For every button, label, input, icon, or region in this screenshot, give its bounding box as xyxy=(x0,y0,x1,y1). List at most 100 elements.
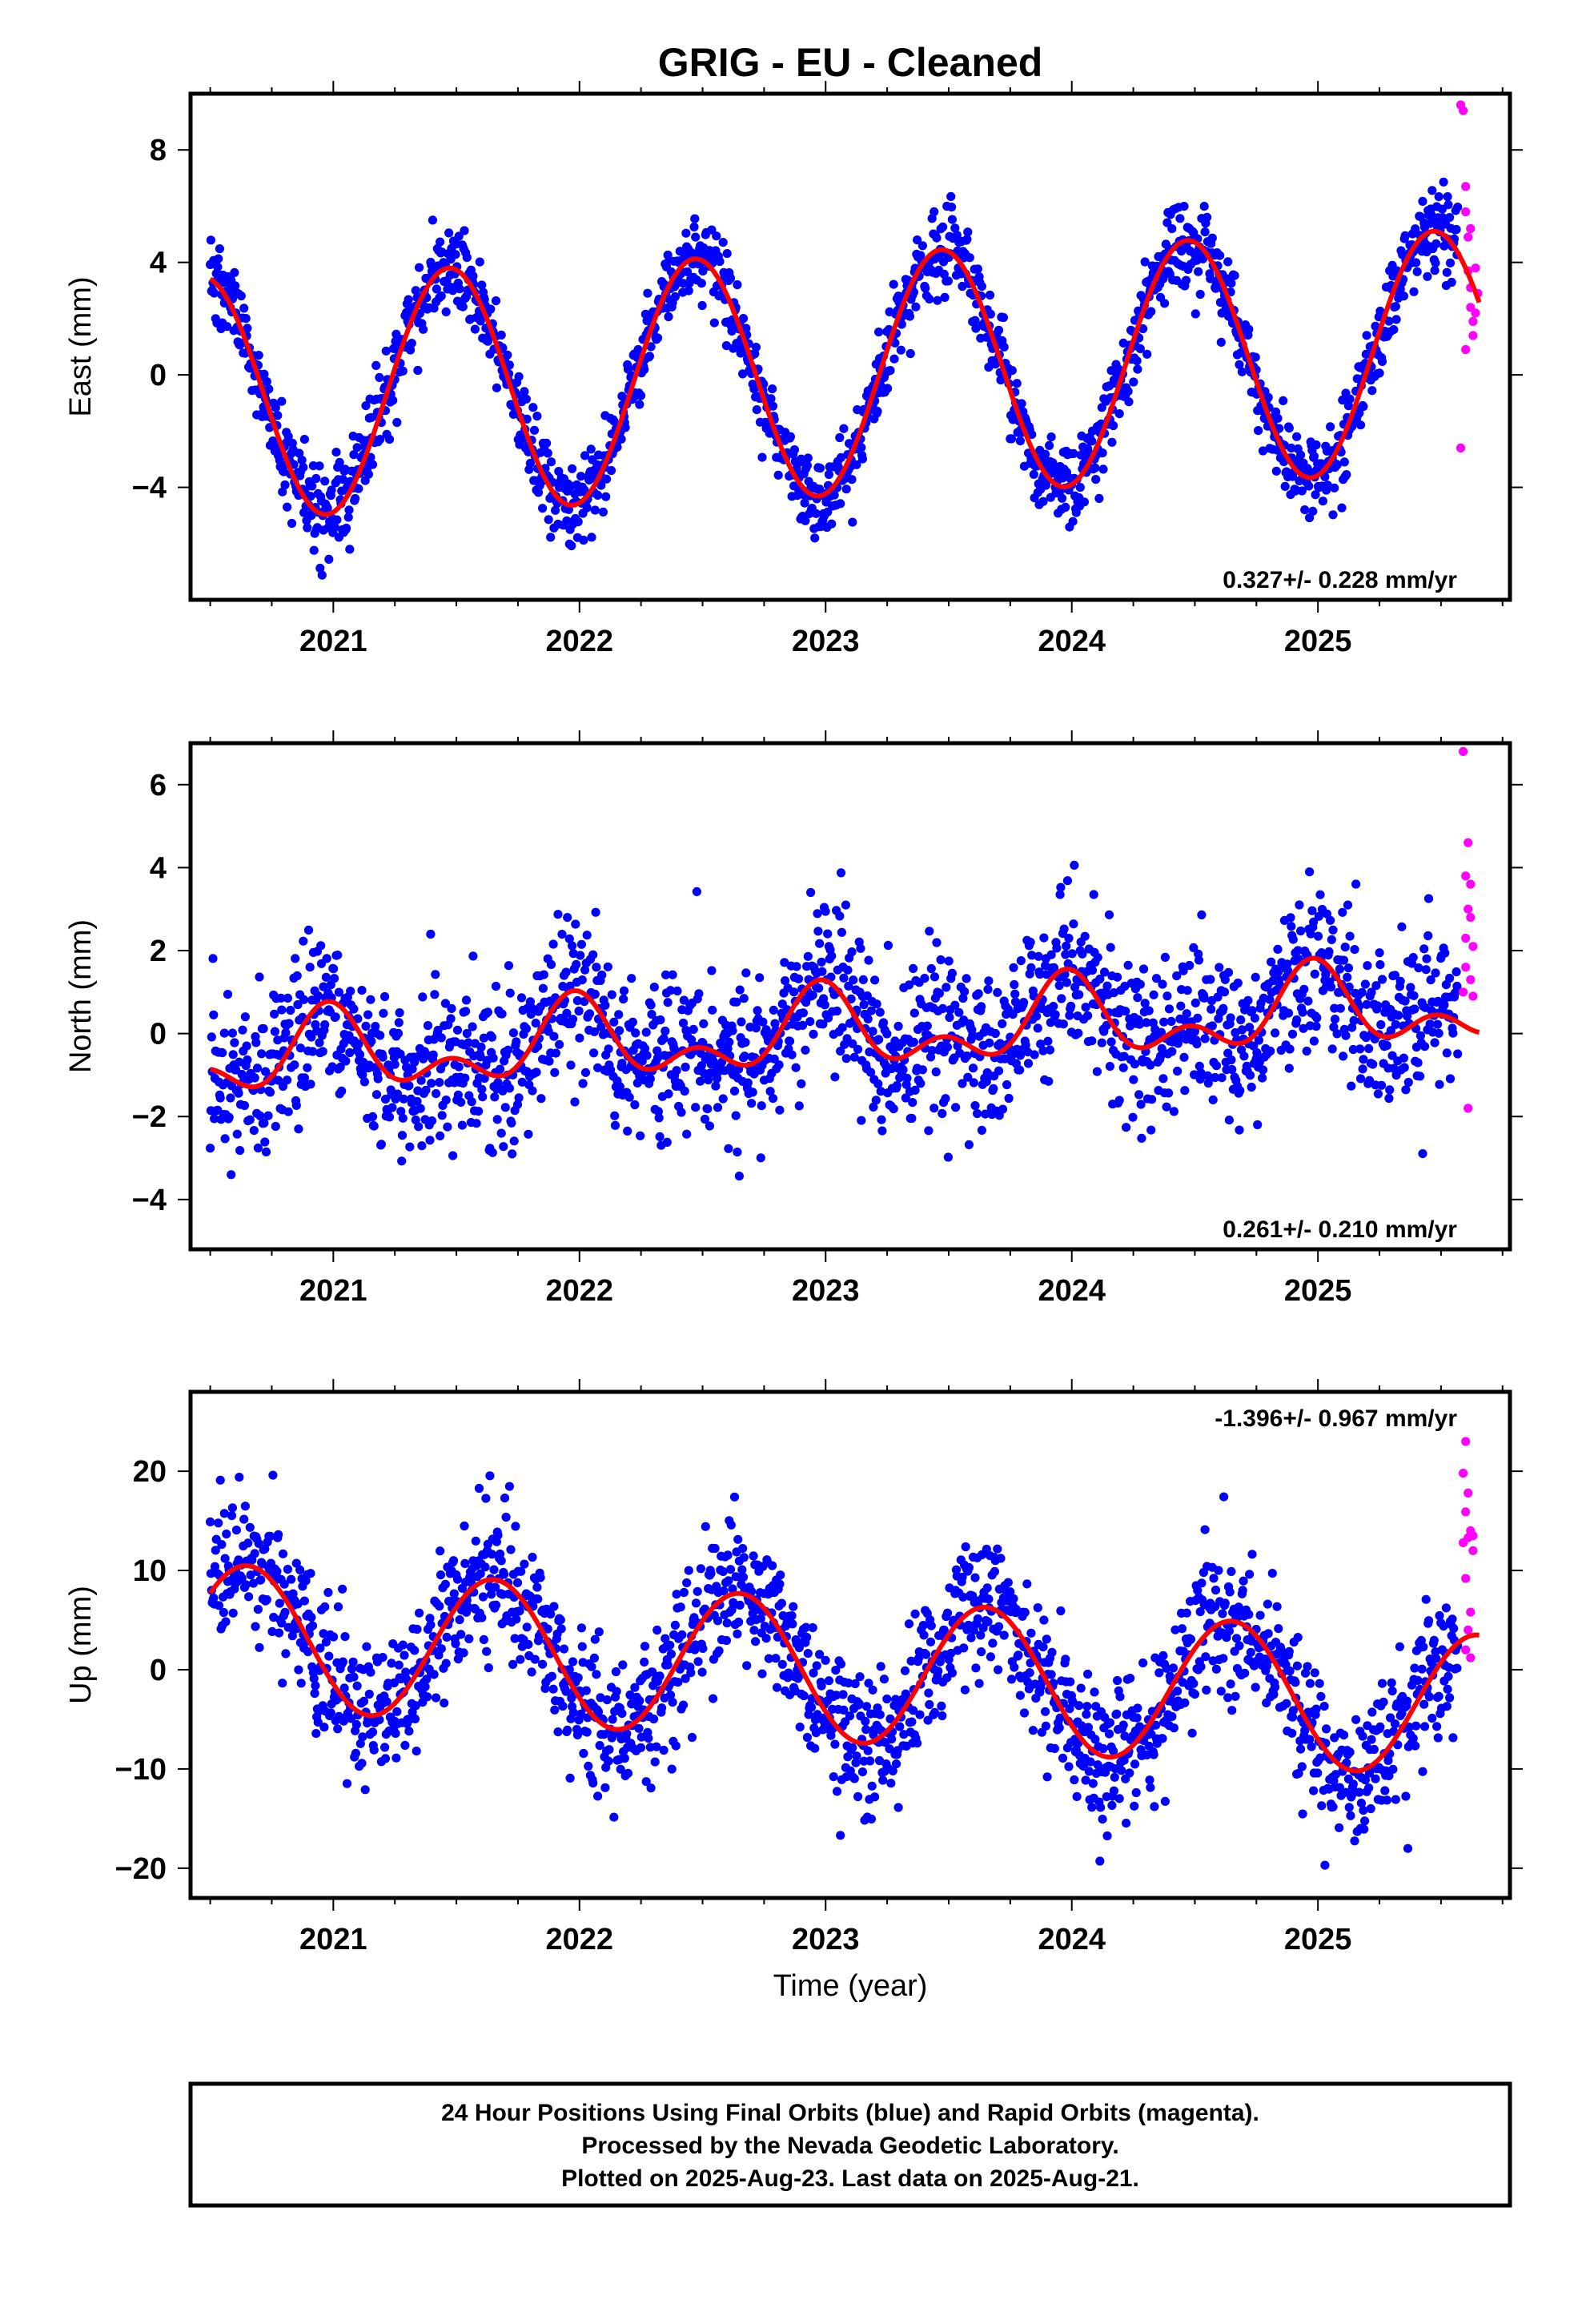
final-orbit-point xyxy=(652,1053,663,1063)
final-orbit-point xyxy=(644,352,655,361)
rapid-orbit-point xyxy=(1461,182,1471,191)
final-orbit-point xyxy=(524,1129,533,1139)
final-orbit-point xyxy=(930,207,939,216)
final-orbit-point xyxy=(1399,1063,1409,1072)
final-orbit-point xyxy=(1206,274,1215,283)
final-orbit-point xyxy=(774,1060,784,1070)
final-orbit-point xyxy=(261,1067,271,1076)
final-orbit-point xyxy=(1406,983,1415,992)
final-orbit-point xyxy=(1004,1093,1014,1104)
final-orbit-point xyxy=(927,214,937,223)
final-orbit-point xyxy=(1182,1009,1191,1019)
rapid-orbit-point xyxy=(1468,991,1478,1001)
final-orbit-point xyxy=(836,499,845,509)
final-orbit-point xyxy=(982,332,991,342)
final-orbit-point xyxy=(516,993,527,1003)
final-orbit-point xyxy=(841,1054,851,1063)
final-orbit-point xyxy=(393,1028,404,1038)
final-orbit-point xyxy=(1389,325,1399,335)
final-orbit-point xyxy=(829,490,839,500)
final-orbit-point xyxy=(1408,953,1418,963)
final-orbit-point xyxy=(803,453,813,463)
final-orbit-point xyxy=(1371,321,1380,331)
final-orbit-point xyxy=(1182,986,1192,995)
final-orbit-point xyxy=(820,1000,829,1010)
final-orbit-point xyxy=(619,994,628,1004)
final-orbit-point xyxy=(241,1580,251,1590)
final-orbit-point xyxy=(596,1022,606,1031)
final-orbit-point xyxy=(1215,251,1225,260)
final-orbit-point xyxy=(863,1746,873,1755)
final-orbit-point xyxy=(348,1657,358,1667)
final-orbit-point xyxy=(1173,1066,1182,1076)
final-orbit-point xyxy=(369,1745,379,1755)
final-orbit-point xyxy=(1311,1021,1321,1031)
final-orbit-point xyxy=(689,222,699,231)
final-orbit-point xyxy=(682,1578,692,1588)
final-orbit-point xyxy=(327,485,336,495)
final-orbit-point xyxy=(1133,993,1142,1003)
final-orbit-point xyxy=(836,452,846,463)
final-orbit-point xyxy=(733,279,742,290)
final-orbit-point xyxy=(970,1101,980,1111)
final-orbit-point xyxy=(514,1093,524,1103)
final-orbit-point xyxy=(283,1565,292,1574)
final-orbit-point xyxy=(821,907,830,916)
final-orbit-point xyxy=(387,1103,397,1112)
final-orbit-point xyxy=(863,1014,873,1023)
final-orbit-point xyxy=(713,1616,723,1626)
final-orbit-point xyxy=(373,1074,383,1084)
final-orbit-point xyxy=(1287,922,1296,931)
final-orbit-point xyxy=(542,438,552,448)
final-orbit-point xyxy=(725,1565,736,1574)
final-orbit-point xyxy=(562,1008,572,1018)
final-orbit-point xyxy=(339,1683,349,1693)
final-orbit-point xyxy=(576,951,585,960)
final-orbit-point xyxy=(665,1691,676,1700)
final-orbit-point xyxy=(1175,214,1185,223)
final-orbit-point xyxy=(1267,957,1276,967)
final-orbit-point xyxy=(913,1739,922,1748)
final-orbit-point xyxy=(405,345,416,355)
final-orbit-point xyxy=(707,966,717,975)
final-orbit-point xyxy=(1360,979,1370,989)
final-orbit-point xyxy=(423,1021,433,1031)
final-orbit-point xyxy=(628,1017,638,1027)
final-orbit-point xyxy=(968,1591,978,1601)
final-orbit-point xyxy=(508,1028,519,1038)
final-orbit-point xyxy=(1295,900,1304,910)
final-orbit-point xyxy=(1445,1074,1456,1084)
final-orbit-point xyxy=(1172,971,1182,981)
final-orbit-point xyxy=(1227,279,1236,288)
final-orbit-point xyxy=(263,1111,273,1120)
final-orbit-point xyxy=(768,384,777,394)
final-orbit-point xyxy=(320,476,330,486)
final-orbit-point xyxy=(724,1144,733,1153)
y-tick-label: 6 xyxy=(150,769,167,802)
final-orbit-point xyxy=(1440,948,1450,958)
final-orbit-point xyxy=(1133,364,1142,374)
final-orbit-point xyxy=(236,291,246,301)
final-orbit-point xyxy=(904,1619,914,1629)
final-orbit-point xyxy=(836,1659,846,1669)
final-orbit-point xyxy=(946,191,956,201)
final-orbit-point xyxy=(652,333,663,343)
final-orbit-point xyxy=(1326,422,1335,432)
final-orbit-point xyxy=(436,1546,445,1556)
final-orbit-point xyxy=(589,1027,600,1036)
final-orbit-point xyxy=(228,1608,238,1618)
final-orbit-point xyxy=(752,405,761,415)
final-orbit-point xyxy=(1015,436,1025,446)
final-orbit-point xyxy=(1339,955,1349,965)
final-orbit-point xyxy=(650,1757,660,1767)
final-orbit-point xyxy=(964,1140,974,1149)
final-orbit-point xyxy=(291,954,300,963)
final-orbit-point xyxy=(364,1689,374,1699)
final-orbit-point xyxy=(283,502,292,512)
final-orbit-point xyxy=(573,517,583,527)
final-orbit-point xyxy=(985,1038,994,1047)
final-orbit-point xyxy=(1166,1016,1176,1026)
final-orbit-point xyxy=(885,1744,894,1754)
final-orbit-point xyxy=(827,951,837,961)
final-orbit-point xyxy=(741,968,751,978)
